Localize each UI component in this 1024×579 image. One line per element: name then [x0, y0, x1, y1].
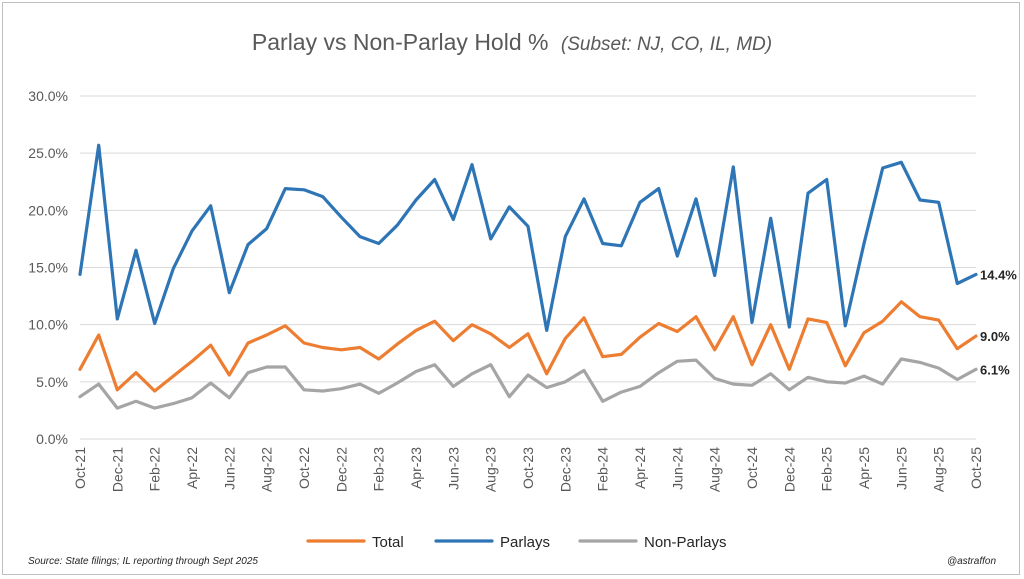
series-lines — [78, 143, 978, 410]
x-tick-label: Jun-24 — [669, 447, 685, 490]
legend-label: Parlays — [500, 534, 550, 551]
x-tick-label: Aug-23 — [483, 447, 499, 492]
x-tick-label: Oct-23 — [520, 447, 536, 489]
end-label-non-parlays: 6.1% — [980, 362, 1010, 377]
y-tick-label: 15.0% — [28, 260, 68, 276]
x-tick-label: Apr-22 — [184, 447, 200, 489]
legend: Total Parlays Non-Parlays — [306, 534, 727, 551]
x-tick-label: Dec-21 — [109, 447, 125, 492]
x-tick-label: Aug-24 — [707, 447, 723, 492]
x-tick-label: Apr-25 — [856, 447, 872, 489]
end-label-parlays: 14.4% — [980, 267, 1017, 282]
source-note: Source: State filings; IL reporting thro… — [28, 556, 258, 567]
x-tick-label: Apr-24 — [632, 447, 648, 489]
y-tick-label: 0.0% — [36, 431, 68, 447]
y-tick-label: 25.0% — [28, 145, 68, 161]
y-tick-label: 10.0% — [28, 317, 68, 333]
x-tick-label: Jun-22 — [221, 447, 237, 490]
x-tick-label: Apr-23 — [408, 447, 424, 489]
x-tick-label: Feb-23 — [371, 447, 387, 492]
x-tick-label: Oct-24 — [744, 447, 760, 489]
x-tick-label: Oct-21 — [72, 447, 88, 489]
x-tick-label: Feb-24 — [595, 447, 611, 492]
legend-label: Total — [372, 534, 404, 551]
x-tick-label: Aug-25 — [931, 447, 947, 492]
chart-title: Parlay vs Non-Parlay Hold % (Subset: NJ,… — [252, 29, 772, 55]
x-tick-label: Feb-25 — [819, 447, 835, 492]
x-tick-label: Oct-25 — [968, 447, 984, 489]
series-line-non-parlays — [78, 357, 978, 410]
y-tick-label: 5.0% — [36, 374, 68, 390]
legend-label: Non-Parlays — [644, 534, 727, 551]
x-tick-label: Aug-22 — [259, 447, 275, 492]
y-tick-label: 20.0% — [28, 202, 68, 218]
x-tick-label: Dec-22 — [333, 447, 349, 492]
x-tick-label: Oct-22 — [296, 447, 312, 489]
end-labels: 9.0% 14.4% 6.1% — [980, 267, 1017, 377]
end-label-total: 9.0% — [980, 329, 1010, 344]
y-tick-label: 30.0% — [28, 88, 68, 104]
y-axis-ticks: 0.0% 5.0% 10.0% 15.0% 20.0% 25.0% 30.0% — [28, 88, 68, 447]
x-axis-ticks: Oct-21 Dec-21 Feb-22 Apr-22 Jun-22 Aug-22 Oct-… — [72, 447, 984, 492]
x-tick-label: Feb-22 — [147, 447, 163, 492]
series-line-parlays — [78, 143, 978, 332]
chart-title-main: Parlay vs Non-Parlay Hold % — [252, 29, 549, 55]
author-handle: @astraffon — [947, 556, 997, 567]
x-tick-label: Dec-23 — [557, 447, 573, 492]
x-tick-label: Jun-25 — [893, 447, 909, 490]
x-tick-label: Jun-23 — [445, 447, 461, 490]
x-tick-label: Dec-24 — [781, 447, 797, 492]
series-line-total — [78, 300, 978, 393]
chart-subtitle: (Subset: NJ, CO, IL, MD) — [561, 34, 772, 55]
